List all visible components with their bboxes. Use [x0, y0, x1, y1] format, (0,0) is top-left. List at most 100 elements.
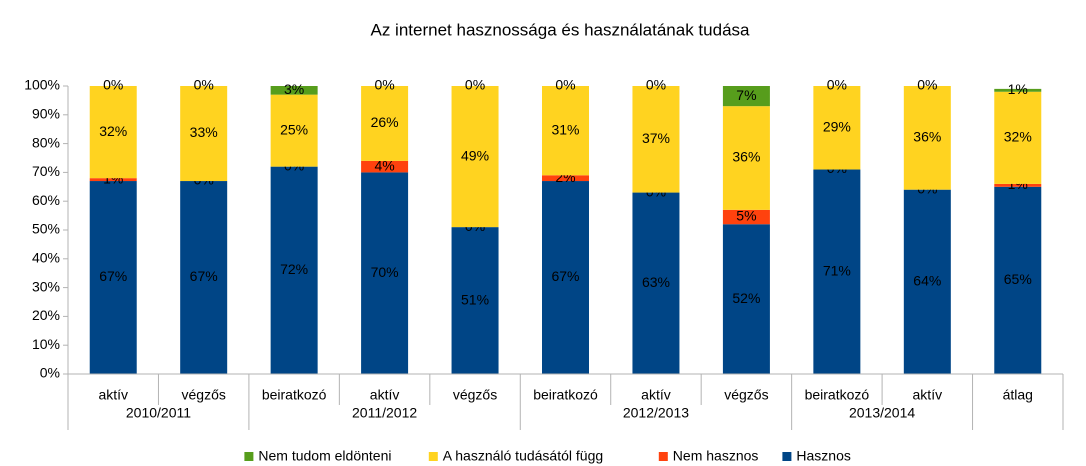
bar-segment — [451, 86, 499, 228]
bar-segment — [903, 86, 951, 190]
legend-label: Nem hasznos — [673, 448, 759, 464]
y-tick-label: 90% — [32, 106, 60, 122]
data-label: 72% — [280, 261, 308, 277]
y-tick-label: 70% — [32, 163, 60, 179]
legend-label: Hasznos — [796, 448, 850, 464]
group-label: 2011/2012 — [352, 405, 417, 421]
bar-segment — [542, 175, 589, 182]
bar-segment — [542, 86, 589, 176]
data-label: 1% — [1008, 81, 1028, 97]
y-tick-label: 60% — [32, 192, 60, 208]
bar-segment — [89, 181, 137, 374]
data-label: 36% — [913, 129, 941, 145]
data-label: 29% — [823, 118, 851, 134]
x-tick-label: beiratkozó — [533, 387, 598, 403]
bar-segment — [722, 224, 770, 374]
bar-segment — [994, 186, 1042, 374]
data-label: 52% — [732, 290, 760, 306]
x-tick-label: végzős — [182, 387, 226, 403]
data-label: 0% — [465, 77, 485, 93]
bar-segment — [903, 189, 951, 374]
data-label: 3% — [284, 81, 304, 97]
bar-segment — [542, 181, 589, 374]
data-label: 32% — [1004, 129, 1032, 145]
legend-label: Nem tudom eldönteni — [258, 448, 391, 464]
y-tick-label: 10% — [32, 336, 60, 352]
bar-segment — [361, 160, 409, 173]
chart-title: Az internet hasznossága és használatának… — [371, 20, 751, 39]
x-tick-label: aktív — [98, 387, 128, 403]
data-label: 67% — [99, 268, 127, 284]
bar-segment — [89, 86, 137, 179]
bar-segment — [89, 178, 137, 182]
y-tick-label: 100% — [24, 77, 60, 93]
data-label: 36% — [732, 149, 760, 165]
legend-swatch — [658, 452, 668, 461]
data-label: 67% — [190, 268, 218, 284]
bar-segment — [632, 192, 680, 374]
data-label: 0% — [917, 77, 937, 93]
data-label: 63% — [642, 274, 670, 290]
data-label: 4% — [374, 157, 394, 173]
data-label: 32% — [99, 123, 127, 139]
data-label: 64% — [913, 273, 941, 289]
legend-swatch — [782, 452, 792, 461]
bar-segment — [632, 86, 680, 193]
data-label: 0% — [646, 77, 666, 93]
bar-segment — [451, 227, 499, 374]
y-tick-label: 40% — [32, 250, 60, 266]
data-label: 67% — [551, 268, 579, 284]
y-tick-label: 80% — [32, 134, 60, 150]
x-tick-label: végzős — [453, 387, 497, 403]
x-tick-label: beiratkozó — [262, 387, 327, 403]
data-label: 0% — [103, 77, 123, 93]
data-label: 65% — [1004, 271, 1032, 287]
bar-segment — [994, 88, 1042, 92]
data-label: 7% — [736, 87, 756, 103]
y-tick-label: 20% — [32, 307, 60, 323]
data-label: 49% — [461, 147, 489, 163]
y-tick-label: 0% — [40, 365, 60, 381]
data-label: 33% — [190, 124, 218, 140]
bar-segment — [180, 86, 228, 182]
data-label: 71% — [823, 262, 851, 278]
bar-segment — [994, 183, 1042, 187]
x-tick-label: aktív — [641, 387, 671, 403]
bar-segment — [722, 86, 770, 107]
bar-segment — [270, 86, 318, 95]
bar-segment — [270, 166, 318, 374]
data-label: 0% — [555, 77, 575, 93]
x-tick-label: aktív — [370, 387, 400, 403]
data-label: 0% — [194, 77, 214, 93]
group-label: 2012/2013 — [623, 405, 689, 421]
bar-segment — [722, 106, 770, 210]
data-label: 26% — [371, 114, 399, 130]
legend-swatch — [244, 452, 254, 461]
data-label: 5% — [736, 208, 756, 224]
y-tick-label: 50% — [32, 221, 60, 237]
data-label: 51% — [461, 291, 489, 307]
y-tick-label: 30% — [32, 278, 60, 294]
data-label: 0% — [374, 77, 394, 93]
data-label: 31% — [551, 121, 579, 137]
group-label: 2010/2011 — [126, 405, 191, 421]
bar-segment — [813, 86, 861, 170]
legend-swatch — [428, 452, 438, 461]
group-label: 2013/2014 — [849, 405, 915, 421]
x-tick-label: végzős — [724, 387, 768, 403]
legend-label: A használó tudásától függ — [443, 448, 603, 464]
x-tick-label: aktív — [913, 387, 943, 403]
bar-segment — [270, 94, 318, 167]
data-label: 0% — [827, 77, 847, 93]
bar-segment — [180, 181, 228, 374]
bar-segment — [994, 91, 1042, 184]
bar-segment — [361, 172, 409, 374]
data-label: 70% — [371, 264, 399, 280]
x-tick-label: beiratkozó — [805, 387, 870, 403]
data-label: 25% — [280, 121, 308, 137]
bar-segment — [361, 86, 409, 161]
data-label: 37% — [642, 130, 670, 146]
bar-segment — [722, 209, 770, 225]
x-tick-label: átlag — [1003, 387, 1033, 403]
